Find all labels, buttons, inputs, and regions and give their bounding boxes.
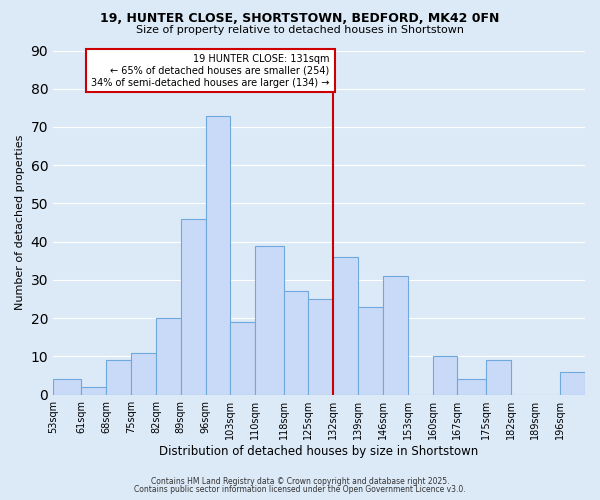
Bar: [230, 322, 255, 394]
Bar: [560, 372, 585, 394]
Bar: [383, 276, 407, 394]
Bar: [131, 352, 156, 395]
Text: Size of property relative to detached houses in Shortstown: Size of property relative to detached ho…: [136, 25, 464, 35]
Bar: [284, 292, 308, 395]
Bar: [206, 116, 230, 394]
Bar: [358, 306, 383, 394]
Bar: [308, 299, 333, 394]
Bar: [106, 360, 131, 394]
Bar: [181, 219, 206, 394]
Bar: [486, 360, 511, 394]
X-axis label: Distribution of detached houses by size in Shortstown: Distribution of detached houses by size …: [160, 444, 479, 458]
Text: Contains HM Land Registry data © Crown copyright and database right 2025.: Contains HM Land Registry data © Crown c…: [151, 477, 449, 486]
Bar: [53, 380, 82, 394]
Bar: [333, 257, 358, 394]
Text: Contains public sector information licensed under the Open Government Licence v3: Contains public sector information licen…: [134, 485, 466, 494]
Bar: [255, 246, 284, 394]
Y-axis label: Number of detached properties: Number of detached properties: [15, 135, 25, 310]
Bar: [433, 356, 457, 395]
Bar: [457, 380, 486, 394]
Text: 19 HUNTER CLOSE: 131sqm
← 65% of detached houses are smaller (254)
34% of semi-d: 19 HUNTER CLOSE: 131sqm ← 65% of detache…: [91, 54, 329, 88]
Bar: [156, 318, 181, 394]
Bar: [82, 387, 106, 394]
Text: 19, HUNTER CLOSE, SHORTSTOWN, BEDFORD, MK42 0FN: 19, HUNTER CLOSE, SHORTSTOWN, BEDFORD, M…: [100, 12, 500, 26]
